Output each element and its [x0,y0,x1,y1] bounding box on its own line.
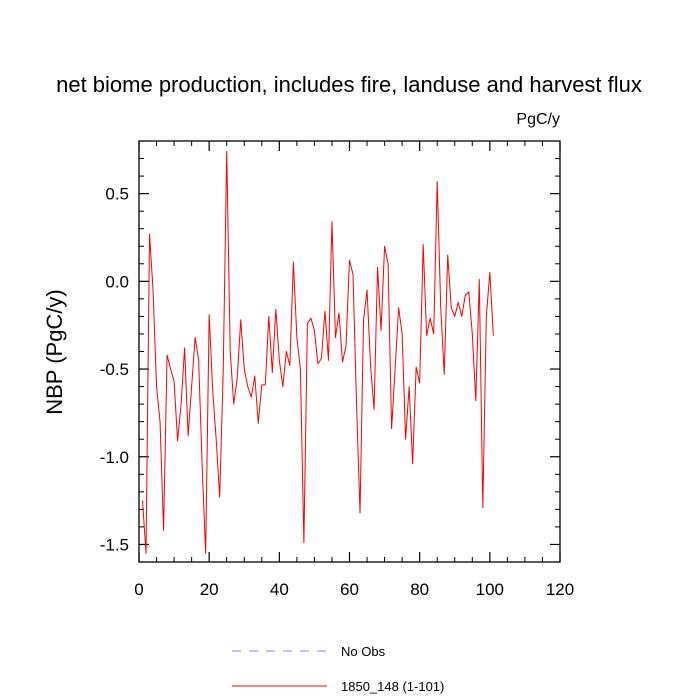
y-tick-label: -1.5 [100,535,129,554]
y-tick-label: 0.0 [105,272,129,291]
units-label: PgC/y [516,111,560,128]
chart-title: net biome production, includes fire, lan… [56,72,642,97]
y-tick-label: -1.0 [100,448,129,467]
series-line [142,151,494,554]
plot-area-frame [138,140,561,563]
x-tick-label: 100 [476,580,504,599]
x-tick-label: 80 [410,580,429,599]
y-tick-label: -0.5 [100,360,129,379]
legend-label: No Obs [341,644,386,659]
x-tick-label: 0 [134,580,143,599]
x-tick-label: 40 [270,580,289,599]
x-tick-label: 20 [200,580,219,599]
x-tick-label: 60 [340,580,359,599]
legend-label: 1850_148 (1-101) [341,679,444,694]
y-tick-label: 0.5 [105,185,129,204]
y-axis-label: NBP (PgC/y) [42,289,67,415]
x-tick-label: 120 [546,580,574,599]
